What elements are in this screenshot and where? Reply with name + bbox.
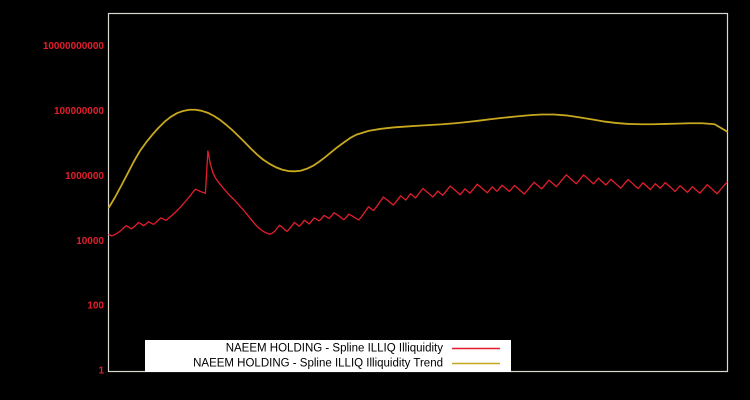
legend-label-trend: NAEEM HOLDING - Spline ILLIQ Illiquidity… xyxy=(193,358,443,370)
y-tick-label-1e10: 10000000000 xyxy=(43,41,105,52)
y-tick-label-1e8: 100000000 xyxy=(54,106,104,117)
y-tick-label-1e4: 10000 xyxy=(76,236,104,247)
legend-label-illiquidity: NAEEM HOLDING - Spline ILLIQ Illiquidity xyxy=(226,343,444,355)
series-group xyxy=(108,108,728,237)
y-tick-label-1e2: 100 xyxy=(87,301,104,312)
y-tick-label-1: 1 xyxy=(98,366,104,377)
series-line-trend xyxy=(108,108,728,209)
series-line-illiquidity xyxy=(108,150,728,237)
legend: NAEEM HOLDING - Spline ILLIQ Illiquidity… xyxy=(145,340,511,372)
y-axis-tick-labels: 10000000000 100000000 1000000 10000 100 … xyxy=(43,41,105,377)
y-tick-label-1e6: 1000000 xyxy=(65,171,104,182)
legend-background xyxy=(145,340,511,372)
